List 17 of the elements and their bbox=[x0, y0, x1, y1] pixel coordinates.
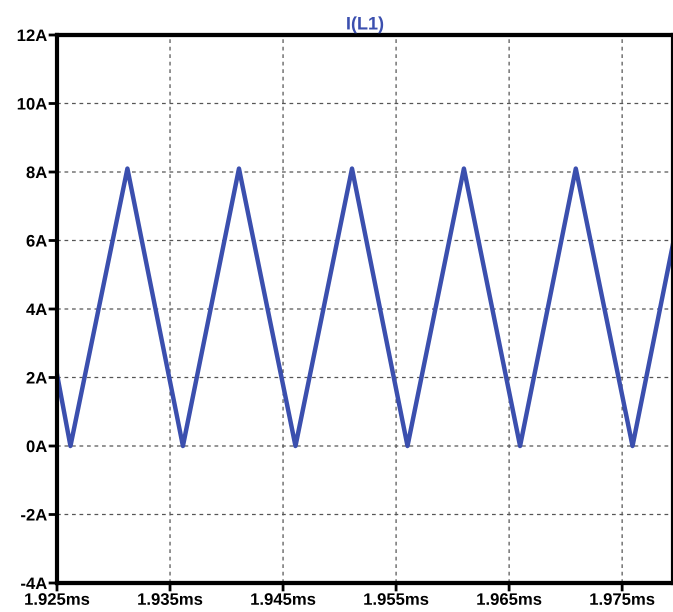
x-tick-label: 1.935ms bbox=[138, 593, 202, 605]
y-tick-label: 10A bbox=[18, 98, 47, 110]
y-tick-label: 0A bbox=[26, 440, 47, 452]
line-series bbox=[57, 166, 673, 448]
y-tick-label: 8A bbox=[26, 166, 47, 178]
x-tick-label: 1.925ms bbox=[25, 593, 90, 605]
x-tick-label: 1.945ms bbox=[251, 593, 316, 605]
x-tick-label: 1.955ms bbox=[364, 593, 428, 605]
y-tick-label: -2A bbox=[21, 508, 47, 521]
y-tick-label: 6A bbox=[26, 234, 47, 247]
y-tick-label: 2A bbox=[26, 372, 47, 384]
y-tick-label: 4A bbox=[26, 304, 47, 316]
x-tick-label: 1.975ms bbox=[590, 593, 654, 605]
x-tick-label: 1.965ms bbox=[477, 593, 542, 605]
chart-title: I(L1) bbox=[347, 16, 384, 34]
y-tick-label: 12A bbox=[18, 29, 47, 42]
y-tick-label: -4A bbox=[21, 578, 47, 590]
